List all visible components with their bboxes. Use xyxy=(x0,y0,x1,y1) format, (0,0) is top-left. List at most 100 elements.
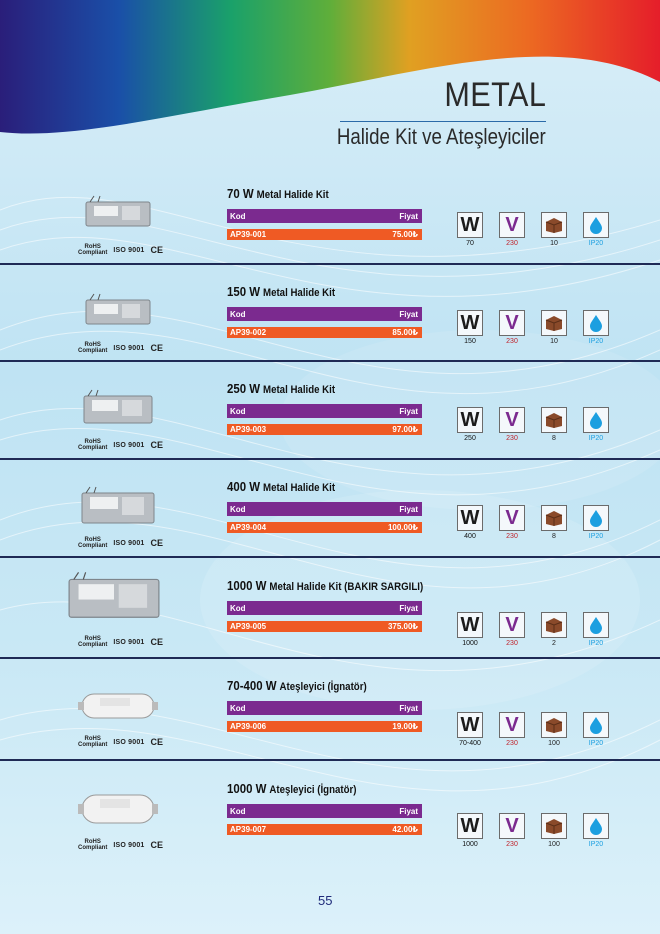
code-price-row: AP39-005 375.00₺ xyxy=(227,621,422,632)
spec-icons: W 70-400 V 230 100 IP20 xyxy=(456,712,610,747)
ip-rating: IP20 xyxy=(588,740,604,747)
ip-rating: IP20 xyxy=(588,533,604,540)
rohs-compliant-badge: RoHS Compliant xyxy=(78,537,108,549)
spec-icons: W 150 V 230 10 IP20 xyxy=(456,310,610,345)
product-price: 375.00₺ xyxy=(387,622,418,631)
product-price: 100.00₺ xyxy=(387,523,418,532)
package-box-icon xyxy=(541,612,567,638)
product-code: AP39-007 xyxy=(230,825,267,834)
section-divider xyxy=(0,657,660,659)
package-box-icon xyxy=(541,712,567,738)
spec-icons: W 70 V 230 10 IP20 xyxy=(456,212,610,247)
section-divider xyxy=(0,458,660,460)
product-row: RoHS Compliant ISO 9001 CE 400 W Metal Ha… xyxy=(0,479,660,569)
water-drop-icon xyxy=(583,612,609,638)
ip-rating: IP20 xyxy=(588,435,604,442)
package-box-icon xyxy=(541,407,567,433)
code-price-header: Kod Fiyat xyxy=(227,804,422,818)
product-code: AP39-002 xyxy=(230,328,267,337)
wattage-value: 70 xyxy=(466,240,474,247)
iso-9001-badge: ISO 9001 xyxy=(113,539,145,547)
package-quantity: 2 xyxy=(552,640,556,647)
wattage-icon: W xyxy=(457,212,483,238)
code-price-row: AP39-007 42.00₺ xyxy=(227,824,422,835)
code-price-header: Kod Fiyat xyxy=(227,209,422,223)
ignitor-image xyxy=(78,794,158,824)
product-title: 150 W Metal Halide Kit xyxy=(227,284,336,299)
iso-9001-badge: ISO 9001 xyxy=(113,738,145,746)
ce-mark: CE xyxy=(150,737,164,747)
spec-icons: W 400 V 230 8 IP20 xyxy=(456,505,610,540)
package-box-icon xyxy=(541,505,567,531)
rohs-compliant-badge: RoHS Compliant xyxy=(78,736,108,748)
wattage-value: 250 xyxy=(464,435,476,442)
section-divider xyxy=(0,556,660,558)
product-code: AP39-006 xyxy=(230,722,267,731)
page-number: 55 xyxy=(318,893,333,908)
product-title: 400 W Metal Halide Kit xyxy=(227,479,336,494)
ignitor-image xyxy=(78,693,158,719)
package-box-icon xyxy=(541,212,567,238)
wattage-value: 1000 xyxy=(462,841,478,848)
code-price-header: Kod Fiyat xyxy=(227,404,422,418)
rohs-compliant-badge: RoHS Compliant xyxy=(78,439,108,451)
rohs-compliant-badge: RoHS Compliant xyxy=(78,636,108,648)
ballast-kit-image xyxy=(85,195,151,227)
spec-icons: W 250 V 230 8 IP20 xyxy=(456,407,610,442)
iso-9001-badge: ISO 9001 xyxy=(113,441,145,449)
product-price: 97.00₺ xyxy=(392,425,418,434)
voltage-icon: V xyxy=(499,612,525,638)
voltage-value: 230 xyxy=(506,338,518,345)
rohs-compliant-badge: RoHS Compliant xyxy=(78,342,108,354)
product-title: 1000 W Ateşleyici (İgnatör) xyxy=(227,781,357,796)
ce-mark: CE xyxy=(150,840,164,850)
voltage-value: 230 xyxy=(506,841,518,848)
wattage-icon: W xyxy=(457,310,483,336)
wattage-icon: W xyxy=(457,505,483,531)
voltage-value: 230 xyxy=(506,640,518,647)
product-title: 70-400 W Ateşleyici (İgnatör) xyxy=(227,678,367,693)
certifications: RoHS Compliant ISO 9001 CE xyxy=(78,837,163,853)
ce-mark: CE xyxy=(150,245,164,255)
iso-9001-badge: ISO 9001 xyxy=(113,841,145,849)
voltage-icon: V xyxy=(499,310,525,336)
ip-rating: IP20 xyxy=(588,338,604,345)
code-price-row: AP39-003 97.00₺ xyxy=(227,424,422,435)
package-quantity: 100 xyxy=(548,841,560,848)
ce-mark: CE xyxy=(150,538,164,548)
product-code: AP39-003 xyxy=(230,425,267,434)
product-title: 70 W Metal Halide Kit xyxy=(227,186,329,201)
product-row: RoHS Compliant ISO 9001 CE 1000 W Metal H… xyxy=(0,572,660,668)
product-price: 75.00₺ xyxy=(392,230,418,239)
page-title: METAL xyxy=(443,76,546,114)
ip-rating: IP20 xyxy=(588,841,604,848)
wattage-value: 400 xyxy=(464,533,476,540)
code-price-row: AP39-004 100.00₺ xyxy=(227,522,422,533)
voltage-icon: V xyxy=(499,712,525,738)
section-divider xyxy=(0,759,660,761)
code-price-header: Kod Fiyat xyxy=(227,502,422,516)
voltage-icon: V xyxy=(499,505,525,531)
water-drop-icon xyxy=(583,212,609,238)
wattage-value: 150 xyxy=(464,338,476,345)
iso-9001-badge: ISO 9001 xyxy=(113,344,145,352)
code-price-header: Kod Fiyat xyxy=(227,601,422,615)
wattage-icon: W xyxy=(457,612,483,638)
code-price-header: Kod Fiyat xyxy=(227,701,422,715)
water-drop-icon xyxy=(583,407,609,433)
ballast-kit-image xyxy=(81,486,155,524)
package-quantity: 8 xyxy=(552,533,556,540)
water-drop-icon xyxy=(583,310,609,336)
section-divider xyxy=(0,360,660,362)
product-row: RoHS Compliant ISO 9001 CE 70-400 W Ateşl… xyxy=(0,678,660,768)
ballast-kit-image xyxy=(83,389,153,424)
product-price: 42.00₺ xyxy=(392,825,418,834)
product-price: 19.00₺ xyxy=(392,722,418,731)
product-title: 1000 W Metal Halide Kit (BAKIR SARGILI) xyxy=(227,578,424,593)
certifications: RoHS Compliant ISO 9001 CE xyxy=(78,437,163,453)
voltage-icon: V xyxy=(499,407,525,433)
code-price-row: AP39-002 85.00₺ xyxy=(227,327,422,338)
ballast-kit-image xyxy=(85,293,151,325)
product-code: AP39-001 xyxy=(230,230,267,239)
product-price: 85.00₺ xyxy=(392,328,418,337)
